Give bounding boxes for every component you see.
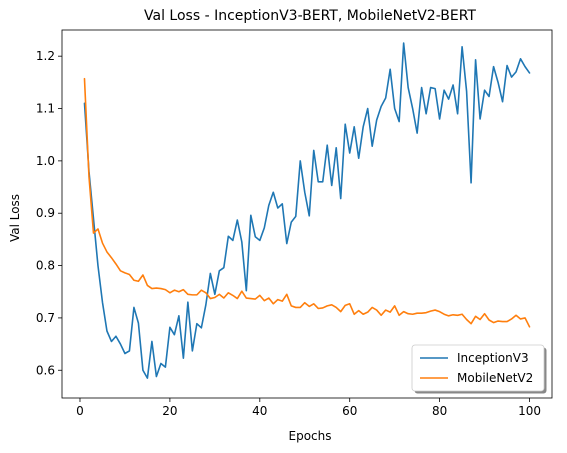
legend-entry-mobilenetv2: MobileNetV2 xyxy=(457,371,533,385)
legend-entry-inceptionv3: InceptionV3 xyxy=(457,351,529,365)
x-tick-label: 100 xyxy=(518,404,541,418)
x-tick-label: 20 xyxy=(162,404,177,418)
y-tick-label: 0.9 xyxy=(36,206,55,220)
series-line-mobilenetv2 xyxy=(83,77,531,328)
series-lines xyxy=(83,42,531,379)
y-tick-label: 0.7 xyxy=(36,311,55,325)
y-tick-label: 1.1 xyxy=(36,102,55,116)
y-axis-ticks: 0.6 0.7 0.8 0.9 1.0 1.1 1.2 xyxy=(36,49,62,377)
x-tick-label: 80 xyxy=(432,404,447,418)
legend-box xyxy=(411,344,545,392)
x-axis-label: Epochs xyxy=(289,429,332,443)
x-tick-label: 0 xyxy=(76,404,84,418)
x-axis-ticks: 0 20 40 60 80 100 xyxy=(76,398,541,418)
y-tick-label: 1.2 xyxy=(36,49,55,63)
y-axis-label: Val Loss xyxy=(8,194,22,242)
legend: InceptionV3 MobileNetV2 xyxy=(411,344,547,394)
y-tick-label: 1.0 xyxy=(36,154,55,168)
series-line-inceptionv3 xyxy=(83,42,531,379)
x-tick-label: 40 xyxy=(252,404,267,418)
y-tick-label: 0.8 xyxy=(36,259,55,273)
x-tick-label: 60 xyxy=(342,404,357,418)
axes-frame xyxy=(61,29,553,399)
y-tick-label: 0.6 xyxy=(36,363,55,377)
chart-title: Val Loss - InceptionV3-BERT, MobileNetV2… xyxy=(144,8,476,24)
plot-area: 0 20 40 60 80 100 0.6 0.7 0.8 0.9 1.0 1.1 1.2 xyxy=(36,29,553,418)
